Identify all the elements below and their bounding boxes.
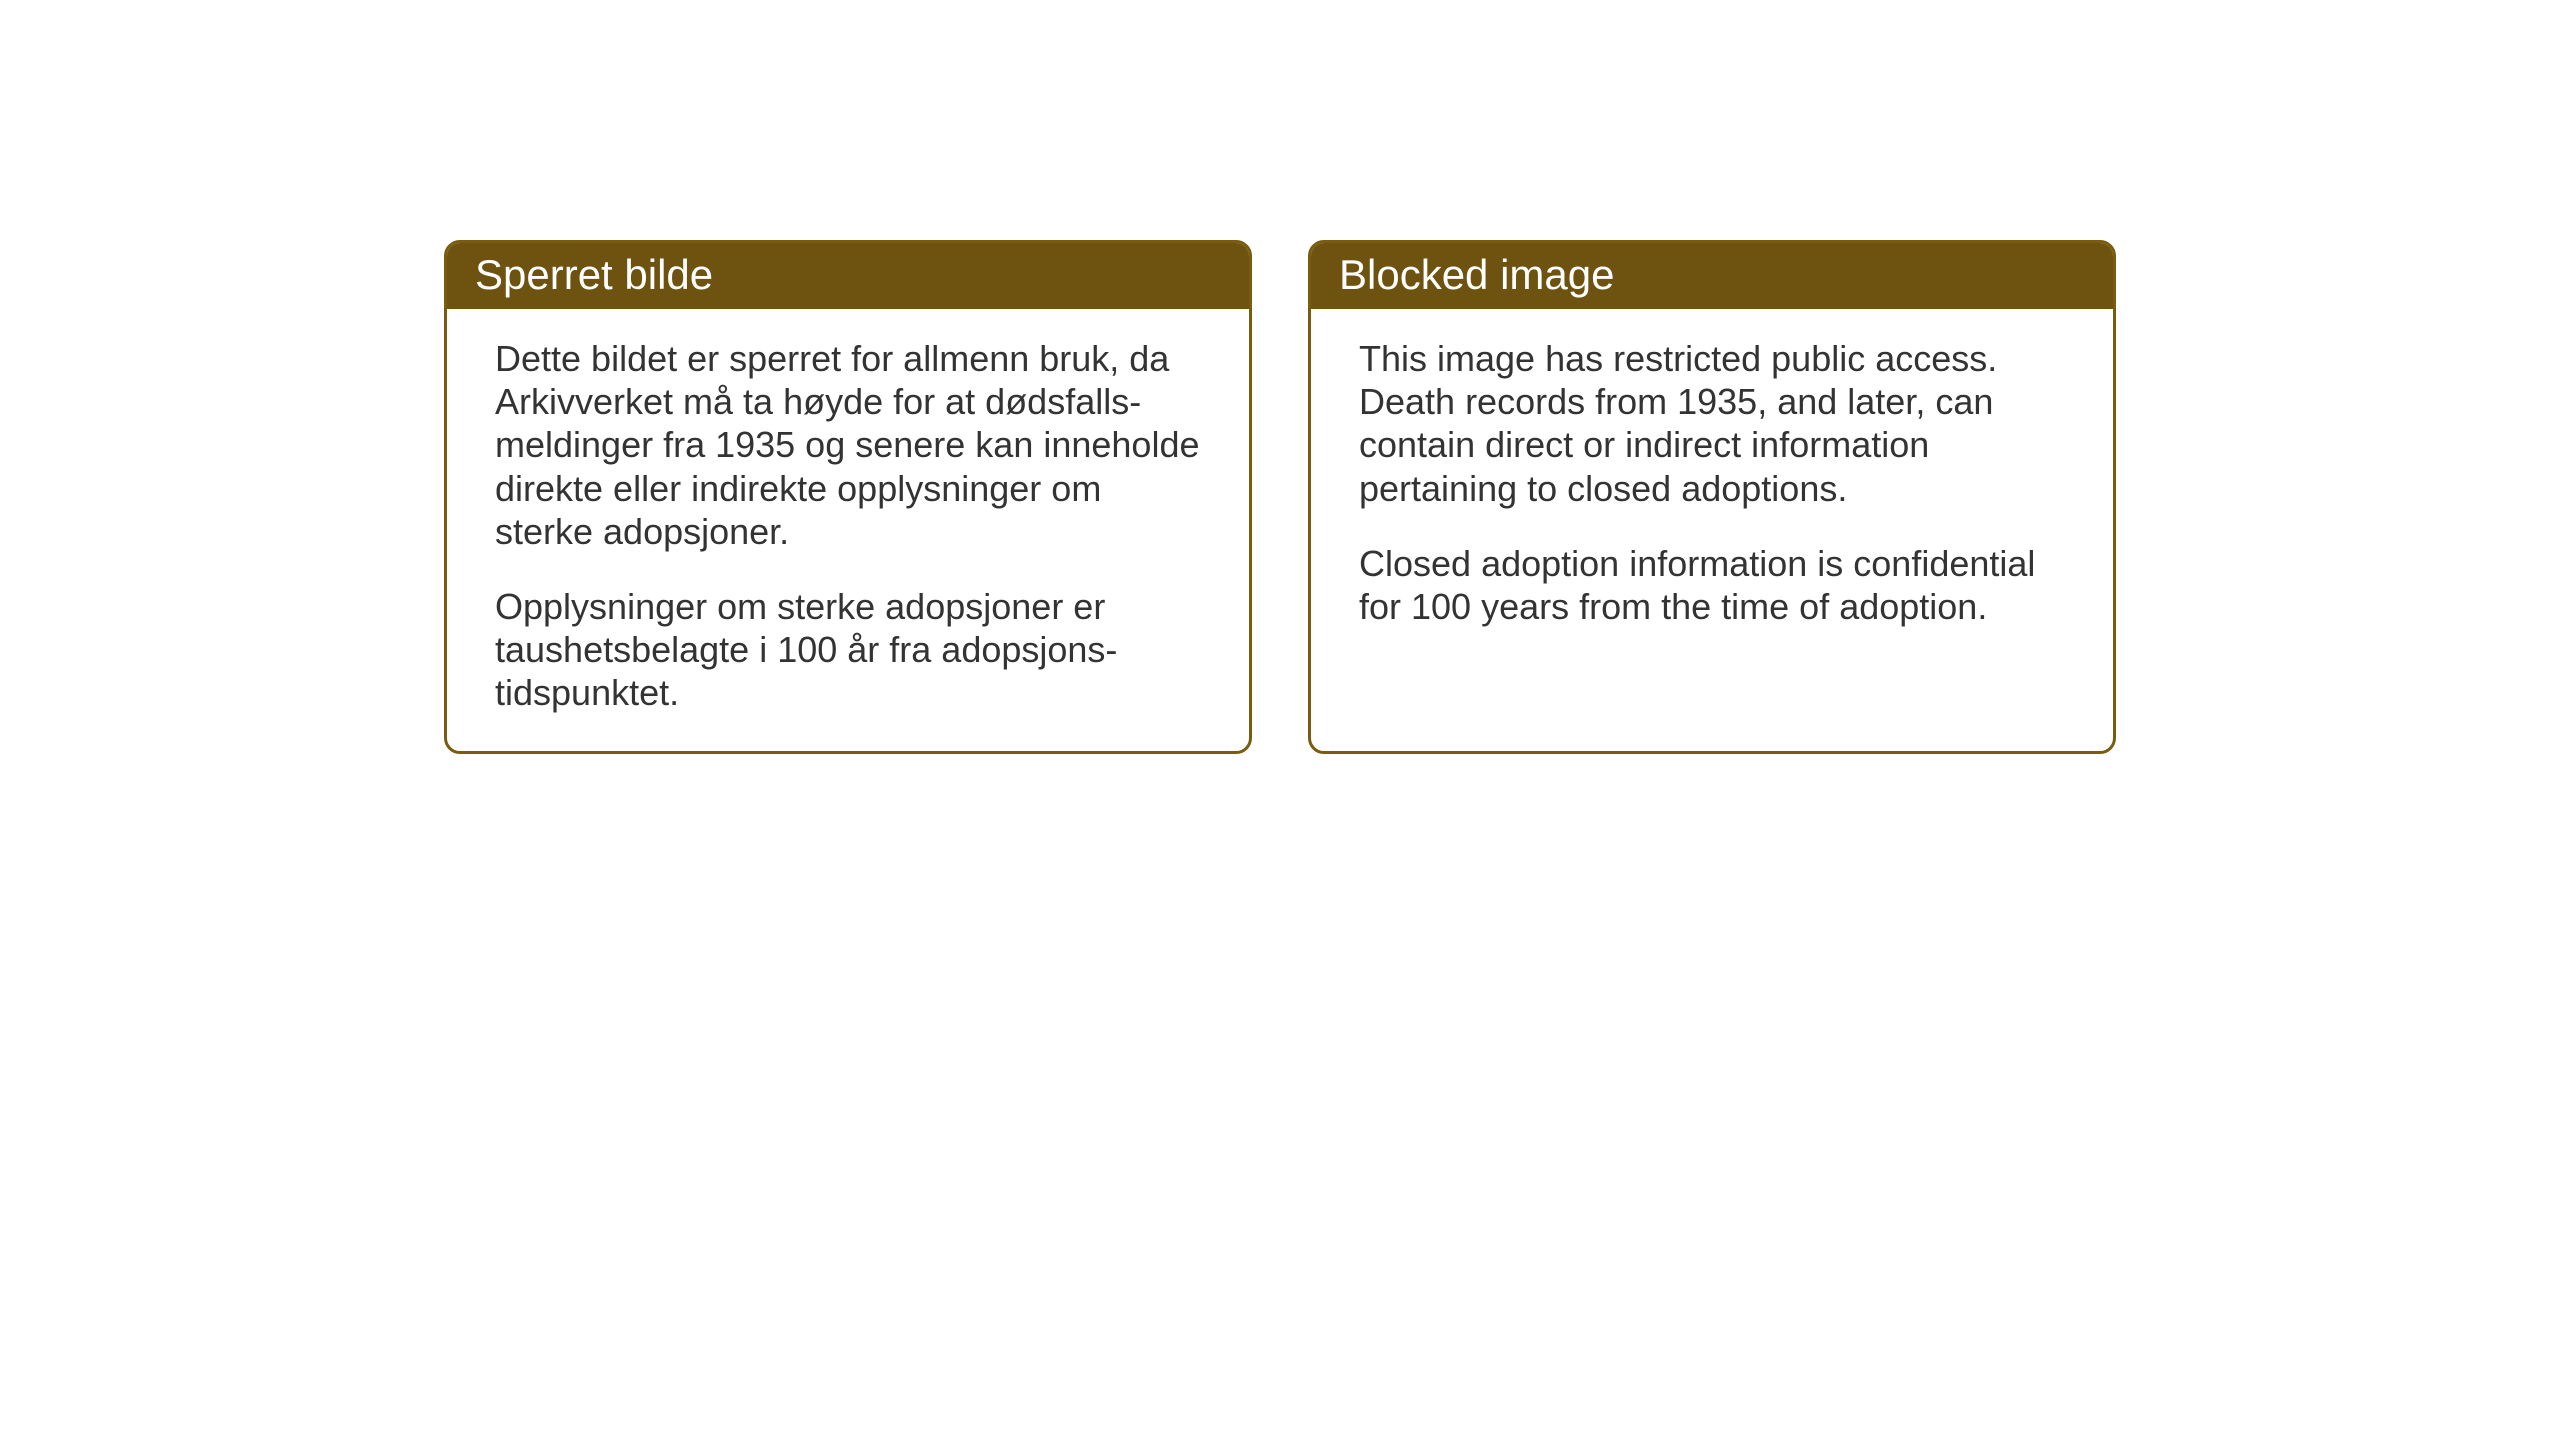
card-header-english: Blocked image	[1311, 243, 2113, 309]
card-paragraph-1-norwegian: Dette bildet er sperret for allmenn bruk…	[495, 337, 1201, 553]
card-paragraph-2-english: Closed adoption information is confident…	[1359, 542, 2065, 628]
notice-card-norwegian: Sperret bilde Dette bildet er sperret fo…	[444, 240, 1252, 754]
card-title-norwegian: Sperret bilde	[475, 251, 713, 298]
notice-cards-container: Sperret bilde Dette bildet er sperret fo…	[444, 240, 2116, 754]
card-title-english: Blocked image	[1339, 251, 1614, 298]
card-body-english: This image has restricted public access.…	[1311, 309, 2113, 664]
notice-card-english: Blocked image This image has restricted …	[1308, 240, 2116, 754]
card-paragraph-1-english: This image has restricted public access.…	[1359, 337, 2065, 510]
card-header-norwegian: Sperret bilde	[447, 243, 1249, 309]
card-body-norwegian: Dette bildet er sperret for allmenn bruk…	[447, 309, 1249, 751]
card-paragraph-2-norwegian: Opplysninger om sterke adopsjoner er tau…	[495, 585, 1201, 715]
